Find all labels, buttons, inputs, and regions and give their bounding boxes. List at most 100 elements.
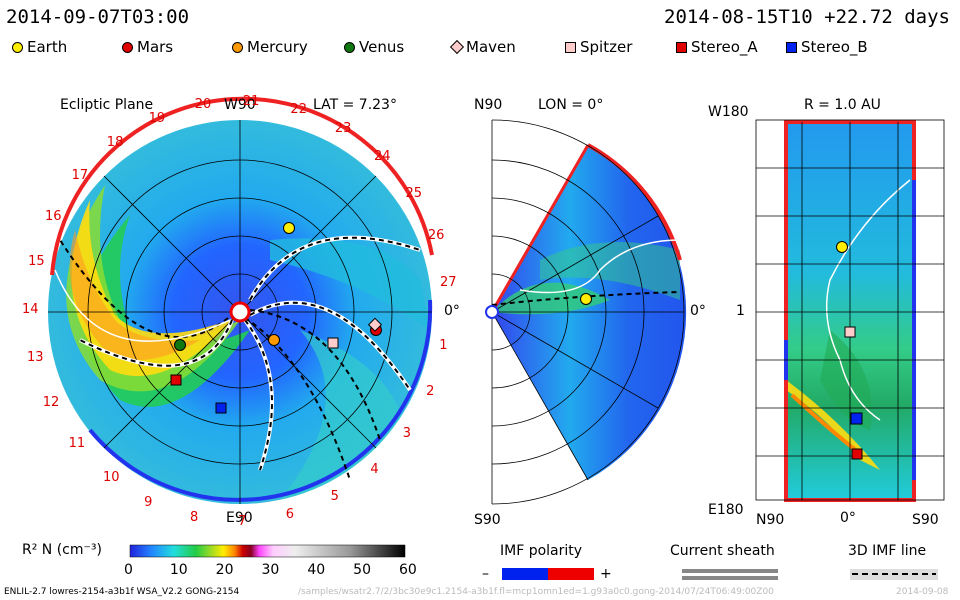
carrington-label: 21 — [242, 94, 260, 110]
radial-top-left-label: W180 — [708, 104, 749, 120]
earth-marker — [283, 222, 295, 234]
footer-model: ENLIL-2.7 lowres-2154-a3b1f WSA_V2.2 GON… — [4, 587, 240, 597]
mars-legend-icon — [122, 41, 133, 53]
carrington-label: 26 — [427, 228, 445, 244]
carrington-label: 8 — [189, 509, 199, 525]
colorbar-gradient — [129, 544, 406, 558]
radial-x-label-n90: N90 — [756, 512, 785, 528]
carrington-label: 6 — [285, 506, 295, 522]
radial-x-label-0: 0° — [840, 510, 856, 526]
mercury-marker — [268, 334, 280, 346]
ecliptic-blue-boundary — [88, 299, 433, 502]
colorbar-tick: 50 — [353, 562, 371, 578]
carrington-label: 23 — [334, 120, 352, 136]
radial-earth-marker — [836, 241, 848, 253]
carrington-label: 22 — [290, 102, 307, 118]
carrington-label: 15 — [28, 253, 45, 269]
imf-line-title: 3D IMF line — [848, 543, 927, 559]
radial-plot — [755, 119, 945, 502]
meridional-plot — [485, 119, 687, 505]
imf-minus-label: – — [482, 566, 489, 582]
colorbar-tick: 10 — [169, 562, 188, 578]
colorbar-tick: 30 — [261, 562, 280, 578]
radial-x-label-s90: S90 — [912, 512, 939, 528]
legend-mars: Mars — [122, 38, 173, 56]
carrington-label: 7 — [238, 513, 247, 529]
imf-positive-bar — [548, 568, 594, 580]
mercury-legend-icon — [232, 41, 243, 53]
carrington-label: 10 — [102, 469, 120, 485]
imf-polarity-title: IMF polarity — [500, 543, 583, 559]
run-time: 2014-08-15T10 +22.72 days — [664, 6, 950, 28]
imf-negative-bar — [502, 568, 548, 580]
carrington-label: 12 — [42, 395, 60, 411]
stereo-a-marker — [170, 374, 182, 386]
legend-stereo-b: Stereo_B — [786, 38, 868, 56]
radial-bottom-left-label: E180 — [708, 502, 744, 518]
carrington-label: 11 — [68, 435, 86, 451]
legend-spitzer: Spitzer — [565, 38, 632, 56]
meridional-earth-marker — [580, 293, 592, 305]
carrington-label: 16 — [44, 208, 62, 224]
legend-venus: Venus — [344, 38, 404, 56]
ecliptic-red-boundary — [50, 96, 434, 276]
legend-label: Venus — [359, 38, 405, 56]
ecliptic-top-label: W90 — [224, 97, 256, 113]
legend-label: Stereo_A — [691, 38, 758, 56]
carrington-label: 19 — [148, 111, 166, 127]
colorbar-tick: 0 — [124, 562, 133, 578]
meridional-right-label: 0° — [690, 303, 706, 319]
stereo-b-marker — [215, 402, 227, 414]
radial-title: R = 1.0 AU — [804, 97, 881, 113]
density-band-orange — [69, 230, 201, 360]
ecliptic-lat-label: LAT = 7.23° — [313, 97, 397, 113]
legend-label: Mars — [137, 38, 174, 56]
white-contour — [54, 269, 231, 342]
legend-maven: Maven — [449, 38, 516, 56]
carrington-label: 20 — [194, 97, 212, 113]
ecliptic-right-label: 0° — [444, 303, 460, 319]
venus-marker — [174, 339, 186, 351]
legend-mercury: Mercury — [232, 38, 308, 56]
sun-marker — [229, 301, 251, 323]
stereo-a-legend-icon — [676, 41, 687, 53]
carrington-label: 3 — [402, 426, 412, 442]
spitzer-marker — [327, 337, 339, 349]
carrington-label: 5 — [330, 489, 339, 505]
current-sheath-sample-b — [682, 576, 778, 580]
ecliptic-plot — [48, 96, 434, 504]
earth-legend-icon — [12, 41, 23, 53]
imf-plus-label: + — [600, 566, 612, 582]
legend-label: Stereo_B — [801, 38, 868, 56]
carrington-label: 13 — [26, 349, 44, 365]
carrington-label: 27 — [440, 275, 457, 291]
legend-label: Maven — [466, 38, 516, 56]
radial-stereo-b-marker — [850, 412, 863, 425]
carrington-label: 2 — [426, 384, 435, 400]
colorbar-tick: 20 — [215, 562, 234, 578]
carrington-label: 24 — [373, 149, 391, 165]
radial-spitzer-marker — [844, 326, 856, 338]
carrington-label: 1 — [439, 337, 448, 353]
colorbar-label: R² N (cm⁻³) — [22, 542, 102, 558]
radial-stereo-a-marker — [851, 448, 863, 460]
legend-earth: Earth — [12, 38, 67, 56]
stereo-b-legend-icon — [786, 41, 797, 53]
carrington-label: 18 — [106, 135, 124, 151]
carrington-label: 4 — [370, 461, 379, 477]
footer-date: 2014-09-08 — [896, 587, 949, 597]
legend-stereo-a: Stereo_A — [676, 38, 758, 56]
colorbar-tick: 60 — [399, 562, 417, 578]
carrington-label: 9 — [144, 494, 153, 510]
radial-mid-left-label: 1 — [736, 303, 745, 319]
footer-path: /samples/wsatr2.7/2/3bc30e9c1.2154-a3b1f… — [298, 587, 774, 597]
legend-label: Mercury — [247, 38, 308, 56]
meridional-top-label: N90 — [474, 97, 503, 113]
density-region-cyan-upper — [270, 238, 430, 330]
legend-label: Earth — [27, 38, 68, 56]
meridional-lon-label: LON = 0° — [538, 97, 604, 113]
colorbar-tick: 40 — [307, 562, 326, 578]
maven-marker — [367, 317, 383, 332]
model-time: 2014-09-07T03:00 — [6, 6, 190, 28]
